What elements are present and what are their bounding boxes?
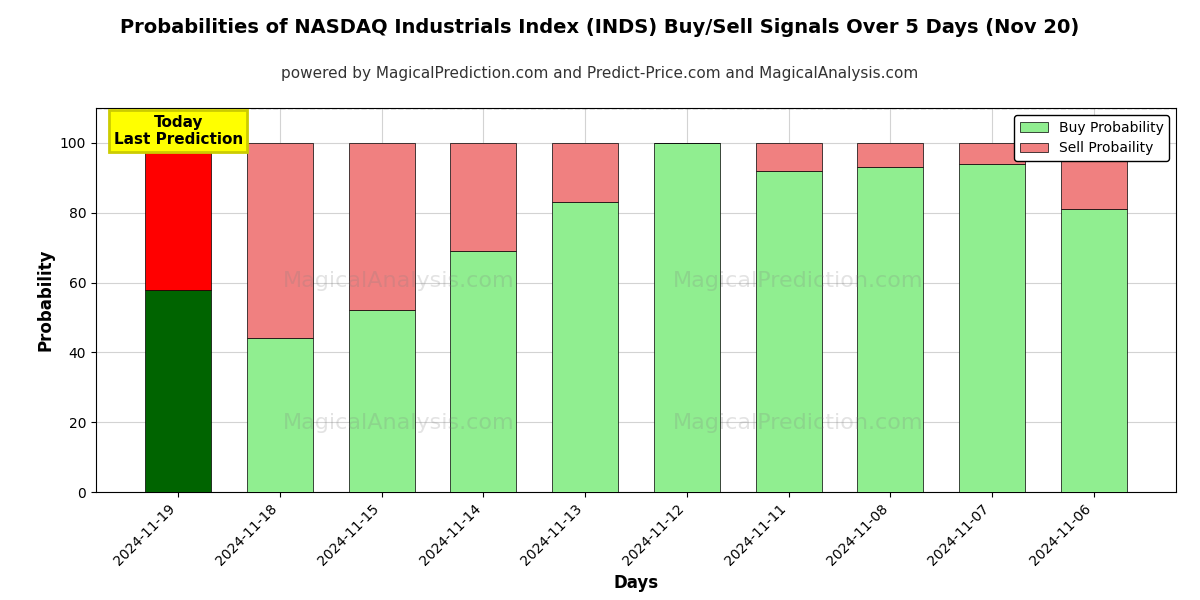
Text: MagicalAnalysis.com: MagicalAnalysis.com: [282, 413, 515, 433]
Bar: [247, 338, 313, 492]
Bar: [552, 143, 618, 202]
Bar: [1061, 143, 1127, 209]
Y-axis label: Probability: Probability: [36, 249, 54, 351]
Text: MagicalPrediction.com: MagicalPrediction.com: [673, 271, 923, 291]
Text: Today
Last Prediction: Today Last Prediction: [114, 115, 242, 148]
Text: MagicalPrediction.com: MagicalPrediction.com: [673, 413, 923, 433]
Text: powered by MagicalPrediction.com and Predict-Price.com and MagicalAnalysis.com: powered by MagicalPrediction.com and Pre…: [281, 66, 919, 81]
Text: MagicalAnalysis.com: MagicalAnalysis.com: [282, 271, 515, 291]
X-axis label: Days: Days: [613, 574, 659, 592]
Bar: [145, 143, 211, 290]
Bar: [1061, 209, 1127, 492]
Bar: [959, 164, 1025, 492]
Bar: [145, 290, 211, 492]
Bar: [450, 251, 516, 492]
Text: Probabilities of NASDAQ Industrials Index (INDS) Buy/Sell Signals Over 5 Days (N: Probabilities of NASDAQ Industrials Inde…: [120, 18, 1080, 37]
Bar: [654, 143, 720, 492]
Bar: [756, 143, 822, 171]
Bar: [756, 171, 822, 492]
Bar: [959, 143, 1025, 164]
Bar: [857, 167, 924, 492]
Bar: [247, 143, 313, 338]
Bar: [348, 143, 415, 310]
Bar: [348, 310, 415, 492]
Bar: [450, 143, 516, 251]
Bar: [857, 143, 924, 167]
Bar: [552, 202, 618, 492]
Legend: Buy Probability, Sell Probaility: Buy Probability, Sell Probaility: [1014, 115, 1169, 161]
